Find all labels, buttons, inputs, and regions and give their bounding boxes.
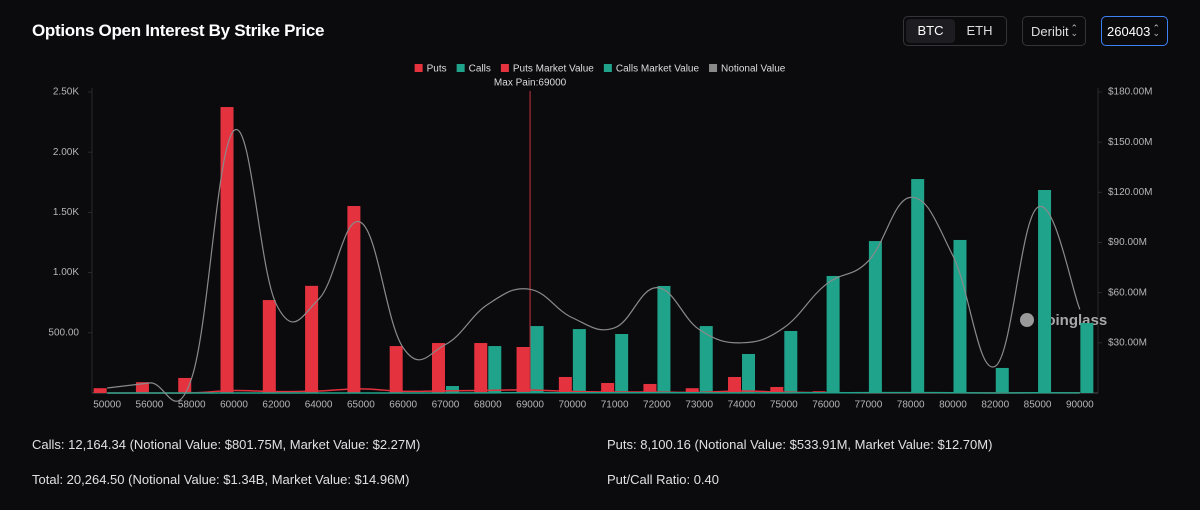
bar xyxy=(770,386,784,393)
bar xyxy=(347,206,361,393)
legend-label: Puts Market Value xyxy=(513,64,594,75)
y2-tick-label: $120.00M xyxy=(1108,187,1152,198)
currency-toggle: BTC ETH xyxy=(903,16,1007,46)
chart: coinglass 500.001.00K1.50K2.00K2.50K$30.… xyxy=(48,64,1152,411)
bar xyxy=(488,346,502,393)
y-tick-label: 1.50K xyxy=(53,207,79,218)
legend-swatch xyxy=(456,64,465,72)
x-tick-label: 50000 xyxy=(93,400,121,411)
x-tick-label: 69000 xyxy=(516,400,544,411)
y-tick-label: 2.50K xyxy=(53,87,79,98)
x-tick-label: 68000 xyxy=(474,400,502,411)
x-tick-label: 90000 xyxy=(1066,400,1094,411)
bar xyxy=(742,353,756,393)
chevron: ⌃ ⌄ xyxy=(1070,23,1078,38)
x-tick-label: 78000 xyxy=(897,400,925,411)
y2-tick-label: $150.00M xyxy=(1108,137,1152,148)
x-tick-label: 73000 xyxy=(685,400,713,411)
y2-tick-label: $60.00M xyxy=(1108,287,1147,298)
legend-swatch xyxy=(414,64,423,72)
x-tick-label: 70000 xyxy=(558,400,586,411)
summary-total: Total: 20,264.50 (Notional Value: $1.34B… xyxy=(32,472,410,487)
x-tick-label: 71000 xyxy=(601,400,629,411)
x-tick-label: 77000 xyxy=(854,400,882,411)
y2-tick-label: $30.00M xyxy=(1108,337,1147,348)
y2-tick-label: $90.00M xyxy=(1108,237,1147,248)
bar xyxy=(389,346,403,393)
bar xyxy=(995,367,1009,393)
x-tick-label: 75000 xyxy=(770,400,798,411)
bar xyxy=(911,179,925,393)
x-tick-label: 85000 xyxy=(1024,400,1052,411)
summary-ratio: Put/Call Ratio: 0.40 xyxy=(607,472,720,487)
chevron: ⌃ ⌄ xyxy=(1152,23,1160,38)
exchange-select[interactable]: Deribit ⌃ ⌄ xyxy=(1022,16,1086,46)
bar xyxy=(305,285,319,393)
bar xyxy=(93,388,107,393)
bar xyxy=(572,329,586,393)
y-tick-label: 1.00K xyxy=(53,267,79,278)
page-title: Options Open Interest By Strike Price xyxy=(32,21,325,40)
expiry-select[interactable]: 260403 ⌃ ⌄ xyxy=(1101,16,1168,46)
expiry-value: 260403 xyxy=(1107,23,1151,39)
bar xyxy=(699,326,713,393)
x-tick-label: 62000 xyxy=(262,400,290,411)
line xyxy=(107,129,1081,402)
x-tick-label: 56000 xyxy=(136,400,164,411)
x-tick-label: 74000 xyxy=(728,400,756,411)
y-tick-label: 2.00K xyxy=(53,147,79,158)
x-tick-label: 82000 xyxy=(981,400,1009,411)
x-tick-label: 80000 xyxy=(939,400,967,411)
legend-swatch xyxy=(603,64,612,72)
x-tick-label: 76000 xyxy=(812,400,840,411)
bar xyxy=(530,326,544,393)
x-tick-label: 60000 xyxy=(220,400,248,411)
bar xyxy=(431,343,445,393)
bar xyxy=(474,343,488,393)
legend-label: Puts xyxy=(427,64,447,75)
bar xyxy=(826,275,840,393)
x-tick-label: 64000 xyxy=(305,400,333,411)
x-tick-label: 67000 xyxy=(432,400,460,411)
x-tick-label: 58000 xyxy=(178,400,206,411)
bar xyxy=(643,383,657,393)
bar xyxy=(516,347,530,393)
y2-tick-label: $180.00M xyxy=(1108,87,1152,98)
bar xyxy=(953,239,967,393)
legend-swatch xyxy=(709,64,718,72)
bar xyxy=(784,330,798,393)
x-tick-label: 66000 xyxy=(389,400,417,411)
bar xyxy=(657,285,671,393)
currency-btc[interactable]: BTC xyxy=(906,19,955,43)
bar xyxy=(1038,190,1052,393)
bar xyxy=(135,382,149,393)
summary-puts: Puts: 8,100.16 (Notional Value: $533.91M… xyxy=(607,437,993,452)
bar xyxy=(868,241,882,393)
bar xyxy=(728,376,742,393)
legend-label: Calls xyxy=(469,64,491,75)
bar xyxy=(558,376,572,393)
legend-label: Notional Value xyxy=(721,64,786,75)
x-tick-label: 72000 xyxy=(643,400,671,411)
summary-calls: Calls: 12,164.34 (Notional Value: $801.7… xyxy=(32,437,421,452)
legend-swatch xyxy=(500,64,509,72)
x-tick-label: 65000 xyxy=(347,400,375,411)
bar xyxy=(685,388,699,393)
y-tick-label: 500.00 xyxy=(48,327,79,338)
bar xyxy=(601,383,615,393)
exchange-value: Deribit xyxy=(1031,23,1069,39)
bar xyxy=(262,300,276,393)
max-pain-label: Max Pain:69000 xyxy=(494,78,567,89)
watermark-icon xyxy=(1020,313,1034,327)
bar xyxy=(615,334,629,393)
bar xyxy=(1080,323,1094,393)
legend-label: Calls Market Value xyxy=(616,64,700,75)
currency-eth[interactable]: ETH xyxy=(966,23,993,38)
bar xyxy=(445,386,459,393)
bar xyxy=(220,107,234,394)
